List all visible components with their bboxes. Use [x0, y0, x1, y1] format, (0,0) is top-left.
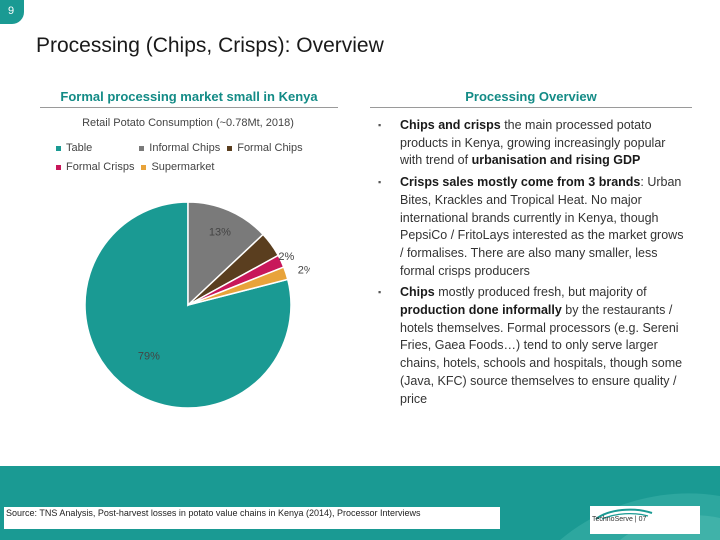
chart-legend-row-2: Formal Crisps Supermarket	[56, 161, 221, 173]
legend-item-formal-crisps: Formal Crisps	[56, 161, 134, 173]
bullet-item: Chips mostly produced fresh, but majorit…	[378, 284, 690, 408]
bullet-bold: Crisps sales mostly come from 3 brands	[400, 175, 641, 190]
chart-legend-row-1: Table Informal Chips Formal Chips	[56, 142, 310, 154]
right-column-heading: Processing Overview	[370, 89, 692, 108]
legend-item-formal-chips: Formal Chips	[227, 142, 303, 154]
legend-label: Formal Chips	[237, 142, 303, 154]
chart-title: Retail Potato Consumption (~0.78Mt, 2018…	[82, 117, 294, 129]
legend-item-table: Table	[56, 142, 92, 154]
bullet-text: by the restaurants / hotels themselves. …	[400, 303, 683, 406]
footer-brand-box	[590, 506, 700, 534]
legend-swatch	[141, 164, 147, 170]
legend-swatch	[139, 145, 145, 151]
brand-swoosh-icon	[595, 508, 653, 520]
pie-slice-informal-chips	[187, 201, 265, 307]
pie-data-label: 13%	[209, 226, 231, 238]
bullet-bold: production done informally	[400, 303, 562, 318]
pie-chart: 79% 13% 2% 2%	[84, 201, 310, 409]
bullet-text: mostly produced fresh, but majority of	[434, 285, 647, 300]
left-column-heading: Formal processing market small in Kenya	[40, 89, 338, 108]
bullet-bold: Chips	[400, 285, 435, 300]
legend-label: Formal Crisps	[66, 161, 135, 173]
legend-label: Informal Chips	[149, 142, 221, 154]
bullet-text: : Urban Bites, Krackles and Tropical Hea…	[400, 175, 684, 278]
pie-data-label: 79%	[138, 350, 160, 362]
slide-number: 9	[7, 5, 15, 17]
bullet-bold: Chips and crisps	[400, 118, 501, 132]
page-title: Processing (Chips, Crisps): Overview	[36, 34, 384, 57]
bullet-item: Crisps sales mostly come from 3 brands: …	[378, 174, 690, 280]
bullet-bold: urbanisation and rising GDP	[471, 153, 641, 168]
legend-swatch	[56, 164, 61, 170]
legend-label: Supermarket	[151, 161, 215, 173]
legend-swatch	[227, 145, 233, 151]
legend-item-supermarket: Supermarket	[141, 161, 214, 173]
pie-slice-supermarket	[187, 266, 289, 306]
legend-label: Table	[66, 142, 93, 154]
footer-brand-text: TechnoServe | 07	[592, 516, 647, 523]
processing-overview-list: Chips and crisps the main processed pota…	[378, 117, 690, 412]
legend-item-informal-chips: Informal Chips	[139, 142, 220, 154]
pie-data-label: 2%	[278, 251, 294, 263]
pie-data-label: 2%	[298, 264, 310, 276]
slide-number-badge: 9	[0, 0, 24, 24]
source-note: Source: TNS Analysis, Post-harvest losse…	[4, 507, 500, 529]
pie-slice-table	[84, 201, 292, 409]
bullet-item: Chips and crisps the main processed pota…	[378, 117, 690, 170]
legend-swatch	[56, 145, 61, 151]
bullet-text: the main processed potato products in Ke…	[400, 118, 666, 168]
